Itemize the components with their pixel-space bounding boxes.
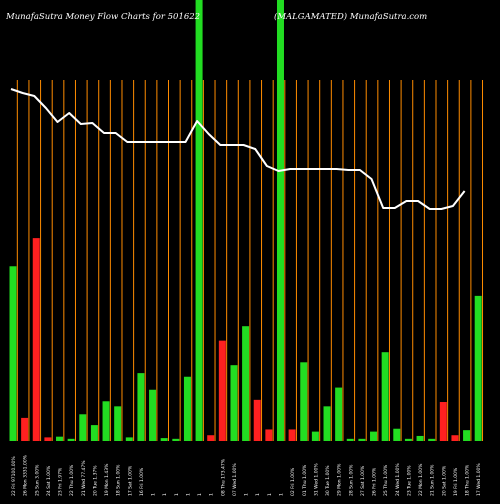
money-flow-bar [102,401,110,441]
x-tick-label: 31 Wed 1.00% [313,463,319,496]
x-tick-label: 18 Thu 1.00% [465,464,471,496]
money-flow-bar [428,438,436,441]
x-tick-label: 27 Sat 1.00% [360,465,366,496]
bar-series [9,0,482,441]
money-flow-bar [172,438,180,441]
x-tick-label: 1 [267,493,273,496]
money-flow-bar [253,399,261,441]
money-flow-bar [404,438,412,441]
money-flow-bar [323,406,331,441]
money-flow-bar [276,0,284,441]
x-tick-label: 23 Fri 1.97% [58,467,64,496]
x-tick-label: 1 [186,493,192,496]
x-tick-label: 1 [162,493,168,496]
x-tick-label: 18 Sun 1.00% [116,464,122,496]
x-tick-label: 26 Fri 1.00% [372,467,378,496]
money-flow-bar [416,435,424,441]
x-tick-label: 1 [209,493,215,496]
chart-title-right: (MALGAMATED) MunafaSutra.com [274,12,428,22]
x-tick-label: 19 Fri 1.00% [453,467,459,496]
x-tick-label: 1 [244,493,250,496]
money-flow-bar [463,430,471,441]
x-tick-label: 17 Sat 1.00% [127,465,133,496]
money-flow-bar [207,435,215,441]
money-flow-bar [300,362,308,441]
money-flow-bar [21,417,29,441]
x-tick-label: 21 Wed 77.47% [81,460,87,496]
money-flow-bar [114,406,122,441]
money-flow-bar [358,438,366,441]
x-tick-label: 1 [151,493,157,496]
money-flow-bar [218,340,226,441]
money-flow-bar [393,428,401,441]
x-tick-label: 01 Thu 1.00% [302,464,308,496]
money-flow-bar [160,438,168,441]
x-tick-label: 26 Mon 3331.00% [23,454,29,496]
line-series [10,88,466,210]
x-tick-label: 25 Thu 1.00% [383,464,389,496]
money-flow-bar [67,438,75,441]
x-tick-label: 1 [174,493,180,496]
money-flow-bar [346,438,354,441]
money-flow-bar [125,437,133,441]
x-tick-label: 16 Fri 1.00% [139,467,145,496]
money-flow-bar [32,238,40,441]
grid-lines [16,80,484,441]
x-tick-label: 24 Wed 1.00% [395,463,401,496]
money-flow-bar [265,429,273,441]
x-tick-label: 02 Fri 1.00% [290,467,296,496]
money-flow-bar [381,352,389,441]
money-flow-bar [90,425,98,441]
x-tick-label: 1 [255,493,261,496]
money-flow-bar [335,387,343,441]
x-tick-label: 28 Sun 1.00% [348,464,354,496]
x-tick-label: 1 [279,493,285,496]
x-tick-label: 21 Sun 1.00% [430,464,436,496]
chart-title-left: MunafaSutra Money Flow Charts for 501622 [6,12,201,22]
x-tick-label: 22 Thu 1.00% [69,464,75,496]
x-tick-label: 1 [197,493,203,496]
money-flow-bar [230,365,238,441]
x-tick-label: 22 Mon 1.00% [418,463,424,496]
money-flow-bar [79,414,87,441]
x-tick-label: 19 Mon 1.43% [104,463,110,496]
x-tick-label: 07 Wed 1.00% [232,463,238,496]
money-flow-bar [474,295,482,441]
money-flow-bar [56,436,64,441]
money-flow-bar [242,326,250,441]
money-flow-bar [439,402,447,441]
x-tick-label: 20 Sat 1.00% [441,465,447,496]
money-flow-bar [183,376,191,441]
money-flow-bar [195,0,203,441]
x-tick-label: 20 Tue 1.37% [92,465,98,496]
money-flow-bar [137,373,145,441]
x-tick-label: 24 Sat 1.00% [46,465,52,496]
x-tick-label: 17 Wed 1.00% [476,463,482,496]
money-flow-bar [288,429,296,441]
price-line [10,88,466,210]
money-flow-bar [451,435,459,441]
chart-title: MunafaSutra Money Flow Charts for 501622… [6,12,494,28]
money-flow-bar [9,266,17,441]
x-tick-label: 25 Sun 3.00% [34,464,40,496]
money-flow-bar [311,431,319,441]
x-tick-label: 30 Tue 1.00% [325,465,331,496]
money-flow-bar [149,389,157,441]
x-tick-label: 08 Thu 173.47% [220,458,226,496]
x-tick-label: 22 Fri 97100.00% [11,456,17,496]
x-tick-labels: 22 Fri 97100.00% 26 Mon 3331.00% 25 Sun 3.… [11,454,482,496]
x-tick-label: 23 Tue 1.00% [406,465,412,496]
x-tick-label: 29 Mon 1.00% [337,463,343,496]
money-flow-bar [370,431,378,441]
money-flow-bar [44,437,52,441]
